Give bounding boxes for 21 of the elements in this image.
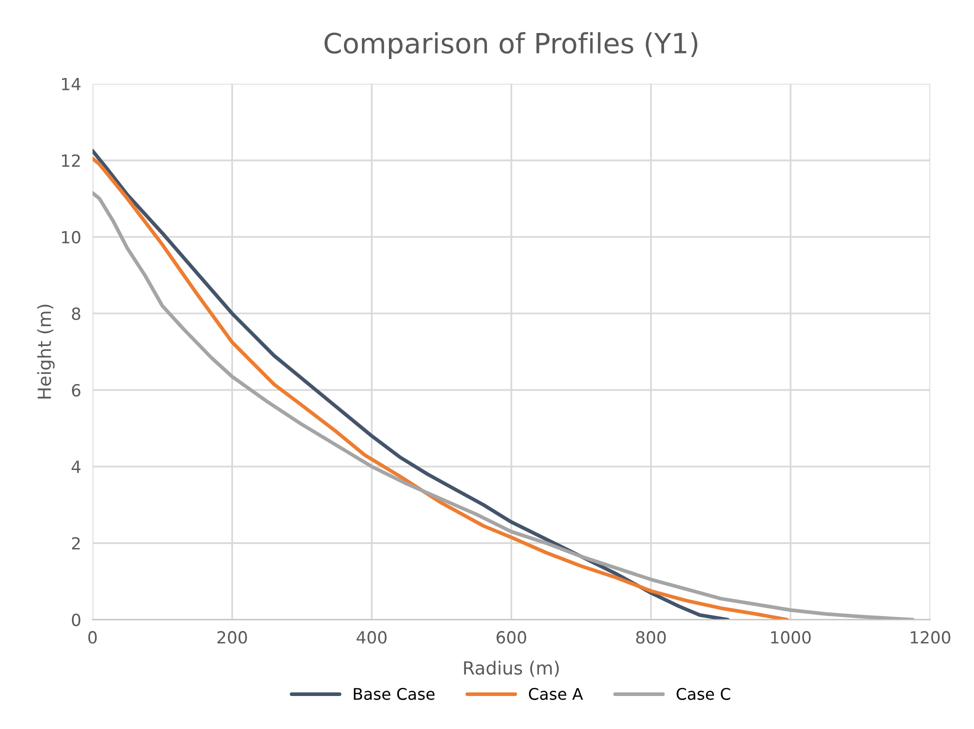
x-tick-label: 1200 [910,631,950,644]
y-tick-label: 2 [72,537,80,550]
y-tick-label: 8 [72,307,80,320]
x-tick-label: 400 [356,631,387,644]
y-axis-title: Height (m) [37,304,55,399]
x-tick-label: 1000 [771,631,811,644]
y-tick-label: 14 [62,78,80,90]
x-tick-label: 0 [88,631,97,644]
x-tick-label: 200 [217,631,247,644]
legend-label: Base Case [354,688,435,700]
y-tick-label: 4 [72,460,80,473]
chart-title: Comparison of Profiles (Y1) [324,32,698,60]
legend-label: Case A [528,688,583,700]
y-tick-label: 0 [72,614,80,626]
y-tick-label: 10 [62,230,80,244]
x-tick-label: 800 [636,631,666,644]
x-axis-title: Radius (m) [464,660,559,677]
x-tick-label: 600 [496,631,526,644]
y-tick-label: 12 [62,154,80,167]
y-tick-label: 6 [72,384,80,397]
legend-label: Case C [676,688,730,700]
